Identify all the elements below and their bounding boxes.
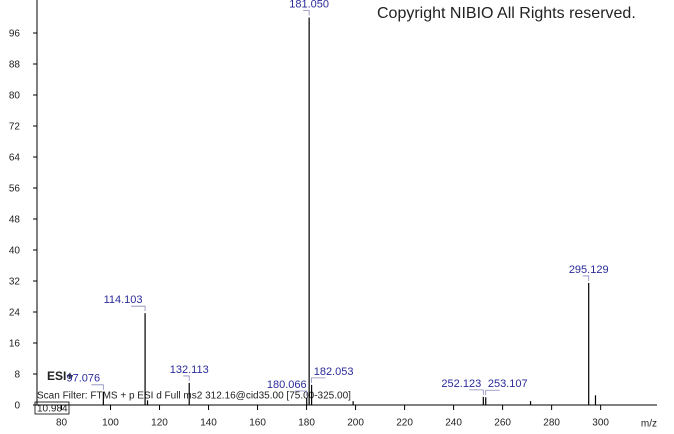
label-bracket (582, 275, 590, 281)
x-tick-label: 100 (102, 418, 119, 429)
y-tick-label: 72 (9, 122, 21, 133)
peak-label: 132.113 (170, 364, 209, 376)
scan-filter: Scan Filter: FTMS + p ESI d Full ms2 312… (37, 391, 351, 402)
peak-label: 181.050 (289, 0, 329, 10)
y-tick-label: 80 (9, 91, 21, 102)
label-bracket (303, 10, 310, 16)
x-tick-label: 240 (445, 418, 462, 429)
x-tick-label: 260 (494, 418, 511, 429)
peak-label: 97.076 (67, 373, 101, 385)
retention-time: 10.984 (37, 404, 68, 415)
y-tick-label: 48 (9, 215, 21, 226)
x-tick-label: 300 (592, 418, 609, 429)
x-tick-label: 140 (200, 418, 217, 429)
x-axis-label: m/z (641, 419, 657, 430)
y-tick-label: 32 (9, 277, 21, 288)
y-tick-label: 56 (9, 184, 21, 195)
peak-label: 252.123 (441, 378, 481, 390)
peak-label: 295.129 (569, 264, 609, 276)
label-bracket (131, 305, 146, 312)
peak-label: 180.066 (267, 379, 307, 391)
peak-label: 114.103 (104, 294, 143, 306)
y-tick-label: 0 (14, 401, 20, 412)
y-tick-label: 96 (9, 29, 21, 40)
y-tick-label: 8 (14, 370, 20, 381)
y-tick-label: 24 (9, 308, 21, 319)
label-bracket (183, 375, 190, 381)
y-tick-label: 16 (9, 339, 21, 350)
peak-label: 182.053 (314, 366, 354, 378)
x-tick-label: 120 (151, 418, 168, 429)
label-bracket (294, 390, 308, 397)
peak-label: 253.107 (488, 378, 528, 390)
x-tick-label: 180 (298, 418, 315, 429)
label-bracket (485, 389, 500, 396)
x-tick-label: 220 (396, 418, 413, 429)
y-tick-label: 64 (9, 153, 21, 164)
y-tick-label: 40 (9, 246, 21, 257)
x-tick-label: 280 (543, 418, 560, 429)
x-tick-label: 160 (249, 418, 266, 429)
x-tick-label: 80 (56, 418, 68, 429)
y-tick-label: 88 (9, 60, 21, 71)
label-bracket (91, 384, 104, 390)
x-tick-label: 200 (347, 418, 364, 429)
copyright: Copyright NIBIO All Rights reserved. (377, 5, 636, 22)
ion-mode: ESI+ (47, 369, 73, 383)
label-bracket (469, 389, 484, 395)
label-bracket (311, 377, 326, 383)
